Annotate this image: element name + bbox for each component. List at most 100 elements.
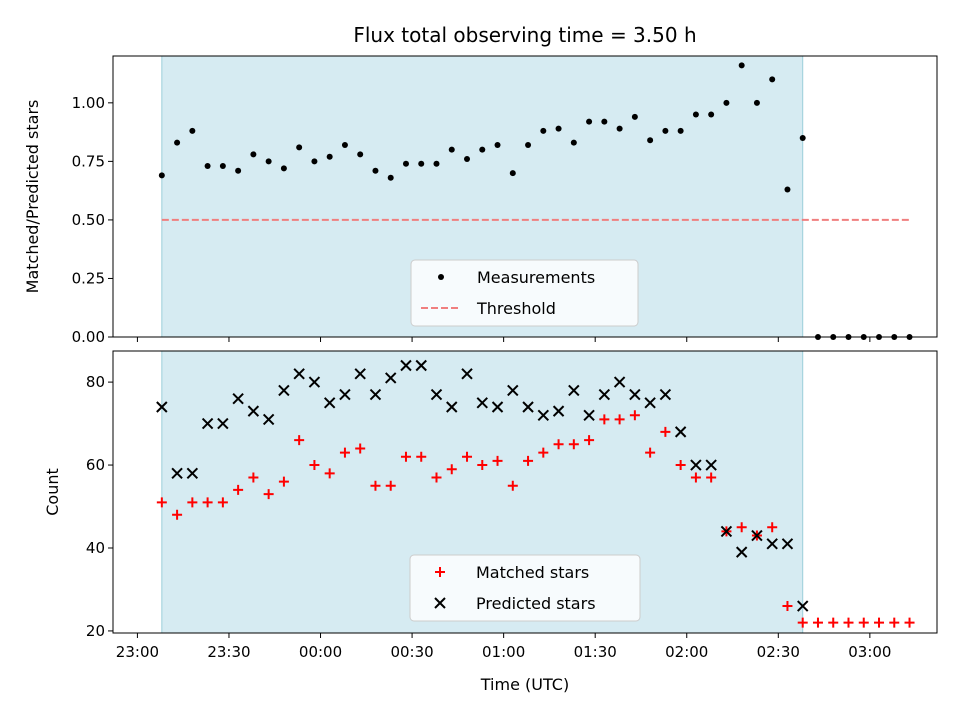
matched-star-marker xyxy=(233,484,244,495)
matched-star-marker xyxy=(370,480,381,491)
matched-star-marker xyxy=(874,617,885,628)
predicted-star-marker xyxy=(476,397,488,409)
predicted-star-marker xyxy=(613,376,626,388)
predicted-star-marker xyxy=(262,413,275,426)
matched-star-marker xyxy=(858,617,869,628)
matched-star-marker xyxy=(599,414,610,425)
x-tick-label: 01:30 xyxy=(574,643,617,661)
predicted-star-marker xyxy=(751,529,763,542)
predicted-star-marker xyxy=(217,417,229,430)
matched-star-marker xyxy=(294,435,305,446)
legend-label: Threshold xyxy=(476,299,556,318)
predicted-star-marker xyxy=(690,459,702,471)
measurement-point xyxy=(631,113,638,120)
matched-star-marker xyxy=(324,468,335,479)
matched-star-marker xyxy=(660,426,671,437)
predicted-star-marker xyxy=(674,426,687,438)
y-tick-label: 60 xyxy=(86,456,105,474)
predicted-star-marker xyxy=(781,538,794,550)
predicted-star-marker xyxy=(430,388,443,401)
matched-star-marker xyxy=(477,460,488,471)
matched-star-marker xyxy=(843,617,854,628)
measurement-point xyxy=(479,146,486,153)
measurement-point xyxy=(265,158,272,165)
x-tick-label: 00:00 xyxy=(299,643,342,661)
matched-star-marker xyxy=(187,497,198,508)
matched-star-marker xyxy=(416,451,427,462)
measurement-point xyxy=(601,118,608,125)
legend-matched-swatch xyxy=(435,567,445,577)
legend: Measurements Threshold xyxy=(410,259,639,327)
predicted-star-marker xyxy=(171,467,183,480)
matched-star-marker xyxy=(629,410,640,421)
predicted-star-marker xyxy=(491,401,504,413)
measurement-point xyxy=(418,160,425,167)
y-tick-label: 80 xyxy=(86,373,105,391)
y-tick-label: 0.75 xyxy=(72,152,105,170)
predicted-star-marker xyxy=(766,538,778,550)
matched-star-marker xyxy=(645,447,656,458)
matched-star-marker xyxy=(385,480,396,491)
measurement-point xyxy=(738,62,745,69)
predicted-star-marker xyxy=(797,600,809,612)
matched-star-marker xyxy=(538,447,549,458)
matched-star-marker xyxy=(431,472,442,483)
predicted-star-marker xyxy=(308,376,321,388)
legend-box xyxy=(409,554,641,622)
x-tick-label: 01:00 xyxy=(482,643,525,661)
x-tick-label: 23:00 xyxy=(116,643,159,661)
predicted-star-marker xyxy=(446,401,458,413)
legend-measurement-swatch xyxy=(438,274,444,280)
x-tick-label: 03:00 xyxy=(848,643,891,661)
matched-star-marker xyxy=(828,617,839,628)
measurement-point xyxy=(647,137,654,144)
predicted-star-marker xyxy=(598,388,611,401)
y-tick-label: 1.00 xyxy=(72,94,105,112)
measurement-point xyxy=(708,111,715,118)
predicted-star-marker xyxy=(644,397,656,409)
matched-star-marker xyxy=(446,464,457,475)
matched-star-marker xyxy=(172,509,183,520)
measurement-point xyxy=(525,141,532,148)
y-tick-label: 40 xyxy=(86,539,105,557)
y-tick-label: 20 xyxy=(86,622,105,640)
matched-star-marker xyxy=(263,489,274,500)
measurement-point xyxy=(174,139,181,146)
legend-label: Matched stars xyxy=(476,563,589,582)
measurement-point xyxy=(341,141,348,148)
predicted-star-marker xyxy=(385,372,397,384)
y-tick-label: 0.00 xyxy=(72,328,105,346)
measurement-point xyxy=(158,172,165,179)
matched-star-marker xyxy=(782,601,793,612)
predicted-star-marker xyxy=(720,525,733,538)
measurement-point xyxy=(357,151,364,158)
predicted-star-marker xyxy=(400,359,412,372)
matched-star-marker xyxy=(736,522,747,533)
predicted-star-marker xyxy=(659,388,672,401)
predicted-star-marker xyxy=(568,384,580,397)
measurement-point xyxy=(326,153,333,160)
legend-label: Predicted stars xyxy=(476,594,596,613)
measurement-point xyxy=(250,151,257,158)
predicted-star-marker xyxy=(415,359,427,372)
predicted-star-marker xyxy=(201,417,214,430)
predicted-star-marker xyxy=(629,388,641,401)
matched-star-marker xyxy=(812,617,823,628)
matched-star-marker xyxy=(523,455,534,466)
matched-star-marker xyxy=(492,455,503,466)
matched-star-marker xyxy=(400,451,411,462)
x-axis-label: Time (UTC) xyxy=(480,675,569,694)
axes-frame xyxy=(112,350,938,634)
measurement-point xyxy=(662,127,669,134)
series-measurements xyxy=(158,62,913,340)
x-tick-label: 23:30 xyxy=(207,643,250,661)
matched-star-marker xyxy=(767,522,778,533)
predicted-star-marker xyxy=(735,546,748,558)
predicted-star-marker xyxy=(323,397,336,409)
matched-star-marker xyxy=(553,439,564,450)
measurement-point xyxy=(448,146,455,153)
matched-star-marker xyxy=(355,443,366,454)
y-axis-label: Matched/Predicted stars xyxy=(23,100,42,294)
measurement-point xyxy=(372,167,379,174)
